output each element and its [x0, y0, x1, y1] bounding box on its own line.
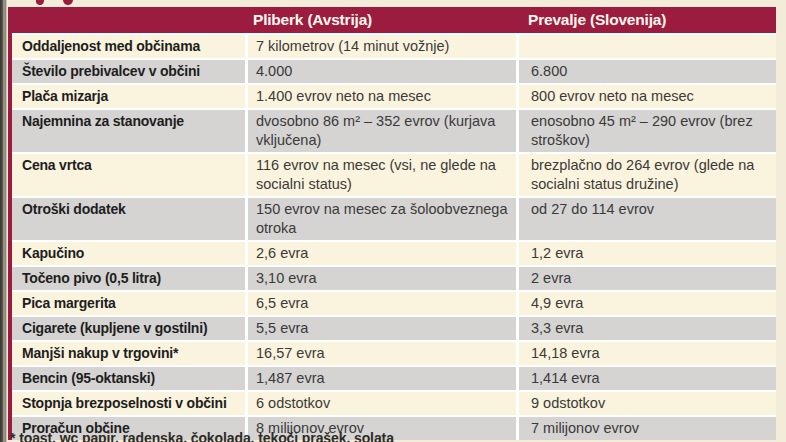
row-label: Bencin (95-oktanski) — [12, 367, 245, 390]
pliberk-value: 3,10 evra — [248, 267, 516, 290]
row-label: Plača mizarja — [12, 85, 245, 108]
row-label: Točeno pivo (0,5 litra) — [12, 267, 245, 290]
row-label: Oddaljenost med občinama — [12, 35, 245, 58]
row-label: Cena vrtca — [12, 154, 245, 196]
prevalje-value: 1,2 evra — [519, 242, 776, 265]
table-row: Cigarete (kupljene v gostilni) 5,5 evra … — [12, 317, 776, 340]
prevalje-value: 14,18 evra — [519, 342, 776, 365]
table-row: Manjši nakup v trgovini* 16,57 evra 14,1… — [12, 342, 776, 365]
table-row: Kapučino 2,6 evra 1,2 evra — [12, 242, 776, 265]
pliberk-value: 4.000 — [248, 60, 516, 83]
table-footnote: * toast, wc papir, radenska, čokolada, t… — [10, 430, 770, 442]
row-label: Pica margerita — [12, 292, 245, 315]
table-row: Bencin (95-oktanski) 1,487 evra 1,414 ev… — [12, 367, 776, 390]
prevalje-value: 800 evrov neto na mesec — [519, 85, 776, 108]
table-row: Oddaljenost med občinama 7 kilometrov (1… — [12, 35, 776, 58]
pliberk-value: 116 evrov na mesec (vsi, ne glede na soc… — [248, 154, 516, 196]
table-row: Otroški dodatek 150 evrov na mesec za šo… — [12, 198, 776, 240]
row-label: Najemnina za stanovanje — [12, 110, 245, 152]
cropped-headline-fragment — [35, 0, 44, 6]
table-row: Stopnja brezposelnosti v občini 6 odstot… — [12, 392, 776, 415]
prevalje-value: 1,414 evra — [519, 367, 776, 390]
table-row: Plača mizarja 1.400 evrov neto na mesec … — [12, 85, 776, 108]
pliberk-value: 7 kilometrov (14 minut vožnje) — [248, 35, 516, 58]
table-header-row: Pliberk (Avstrija) Prevalje (Slovenija) — [12, 7, 776, 33]
prevalje-value: od 27 do 114 evrov — [519, 198, 776, 240]
row-label: Število prebivalcev v občini — [12, 60, 245, 83]
prevalje-value: 9 odstotkov — [519, 392, 776, 415]
row-label: Otroški dodatek — [12, 198, 245, 240]
page-scan-edge — [0, 0, 7, 442]
cost-comparison-table: Pliberk (Avstrija) Prevalje (Slovenija) … — [8, 7, 776, 440]
row-label: Cigarete (kupljene v gostilni) — [12, 317, 245, 340]
pliberk-value: 16,57 evra — [248, 342, 516, 365]
header-pliberk-column: Pliberk (Avstrija) — [245, 8, 516, 33]
header-label-column — [12, 17, 245, 24]
row-label: Manjši nakup v trgovini* — [12, 342, 245, 365]
prevalje-value: 2 evra — [519, 267, 776, 290]
prevalje-value: 3,3 evra — [519, 317, 776, 340]
table-row: Najemnina za stanovanje dvosobno 86 m² –… — [12, 110, 776, 152]
prevalje-value: 4,9 evra — [519, 292, 776, 315]
pliberk-value: dvosobno 86 m² – 352 evrov (kurjava vklj… — [248, 110, 516, 152]
table-row: Pica margerita 6,5 evra 4,9 evra — [12, 292, 776, 315]
prevalje-value: brezplačno do 264 evrov (glede na social… — [519, 154, 776, 196]
table-row: Točeno pivo (0,5 litra) 3,10 evra 2 evra — [12, 267, 776, 290]
header-prevalje-column: Prevalje (Slovenija) — [516, 8, 776, 33]
pliberk-value: 2,6 evra — [248, 242, 516, 265]
row-label: Kapučino — [12, 242, 245, 265]
pliberk-value: 6,5 evra — [248, 292, 516, 315]
table-row: Cena vrtca 116 evrov na mesec (vsi, ne g… — [12, 154, 776, 196]
pliberk-value: 1,487 evra — [248, 367, 516, 390]
pliberk-value: 6 odstotkov — [248, 392, 516, 415]
cropped-headline-fragment — [63, 0, 74, 5]
prevalje-value: enosobno 45 m² – 290 evrov (brez stroško… — [519, 110, 776, 152]
pliberk-value: 5,5 evra — [248, 317, 516, 340]
pliberk-value: 150 evrov na mesec za šoloobveznega otro… — [248, 198, 516, 240]
table-row: Število prebivalcev v občini 4.000 6.800 — [12, 60, 776, 83]
row-label: Stopnja brezposelnosti v občini — [12, 392, 245, 415]
prevalje-value: 6.800 — [519, 60, 776, 83]
pliberk-value: 1.400 evrov neto na mesec — [248, 85, 516, 108]
prevalje-value — [519, 35, 776, 58]
